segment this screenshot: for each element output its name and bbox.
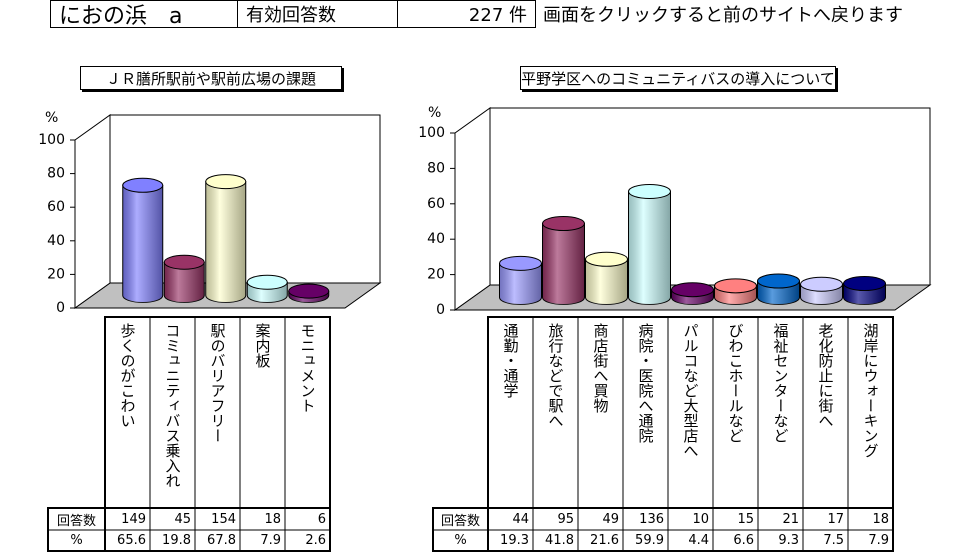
bar-shade [585,259,628,305]
percent-value: 65.6 [117,533,146,548]
y-tick-label: 80 [427,160,445,176]
category-label: 歩くのがこわい [118,323,137,428]
percent-value: 67.8 [207,533,236,548]
percent-value: 9.3 [778,533,799,548]
count-value: 21 [782,511,799,527]
bar-shade [205,181,246,303]
bar-top [714,278,757,294]
percent-value: 7.9 [260,533,281,548]
y-axis-label: % [45,110,58,126]
category-label: 商店街へ買物 [591,323,610,413]
count-value: 44 [512,511,529,527]
y-tick-label: 0 [436,302,445,318]
bar-top [205,174,247,190]
category-label: 福祉センターなど [771,323,790,443]
category-label: 湖岸にウォーキング [861,323,880,458]
count-value: 10 [692,511,709,527]
bar-shade [499,263,542,305]
count: 227 件 [397,0,536,28]
percent-value: 21.6 [590,533,619,548]
y-tick-label: 60 [47,199,65,215]
bar-top [163,254,205,270]
category-label: 案内板 [253,323,272,368]
percent-value: 7.5 [823,533,844,548]
count-value: 45 [174,511,191,527]
y-tick-label: 0 [56,300,65,316]
bar-top [843,276,886,292]
left-wall [454,107,491,311]
bar-top [542,216,585,232]
bar-shade [122,185,163,303]
bar-shade [628,191,671,305]
count-value: 18 [264,511,281,527]
percent-value: 7.9 [868,533,889,548]
count-value: 154 [211,511,236,527]
count-value: 95 [557,511,574,527]
category-label: パルコなど大型店へ [681,323,700,458]
y-axis-label: % [428,105,441,121]
bar-shade [164,262,205,303]
count-value: 136 [639,511,664,527]
y-tick-label: 20 [47,266,65,282]
row-label: 回答数 [440,513,480,529]
y-tick-label: 40 [427,231,445,247]
category-label: コミュニティバス乗入れ [163,323,182,488]
y-tick-label: 40 [47,233,65,249]
category-label: びわこホールなど [726,323,745,443]
percent-value: 2.6 [305,533,326,548]
y-tick-label: 100 [38,132,65,148]
percent-value: 41.8 [545,533,574,548]
y-tick-label: 80 [47,166,65,182]
row-label: % [70,533,83,548]
count-value: 6 [317,511,326,527]
bar-top [499,255,542,271]
bar-top [800,276,843,292]
y-tick-label: 20 [427,267,445,283]
category-label: 駅のバリアフリー [208,323,227,443]
bar-top [585,251,628,267]
count-value: 17 [827,511,844,527]
row-label: 回答数 [56,513,96,529]
category-label: 通勤・通学 [501,323,520,398]
note: 画面をクリックすると前のサイトへ戻ります [543,5,903,26]
count-value: 49 [602,511,619,527]
bar-top [246,274,288,290]
bar-top [671,282,714,298]
bar-top [628,183,671,199]
category-label: 旅行などで駅へ [546,323,565,428]
table-border [487,316,894,552]
bar-top [288,283,330,299]
area-title: におの浜 a [50,0,238,29]
chart-title: ＪＲ膳所駅前や駅前広場の課題 [80,66,342,90]
y-tick-label: 100 [418,125,445,141]
percent-value: 19.3 [500,533,529,548]
category-label: 病院・医院へ通院 [636,323,655,443]
category-label: モニュメント [298,323,317,413]
bar-top [757,273,800,289]
percent-value: 59.9 [635,533,664,548]
left-wall [74,114,111,309]
percent-value: 6.6 [733,533,754,548]
count-value: 15 [737,511,754,527]
table-border [104,316,331,552]
y-tick-label: 60 [427,196,445,212]
count-value: 149 [121,511,146,527]
bar-shade [542,223,585,305]
bar-top [122,177,164,193]
count-value: 18 [872,511,889,527]
row-label: % [454,533,467,548]
chart-title: 平野学区へのコミュニティバスの導入について [520,66,836,90]
percent-value: 19.8 [162,533,191,548]
category-label: 老化防止に街へ [816,323,835,428]
percent-value: 4.4 [688,533,709,548]
